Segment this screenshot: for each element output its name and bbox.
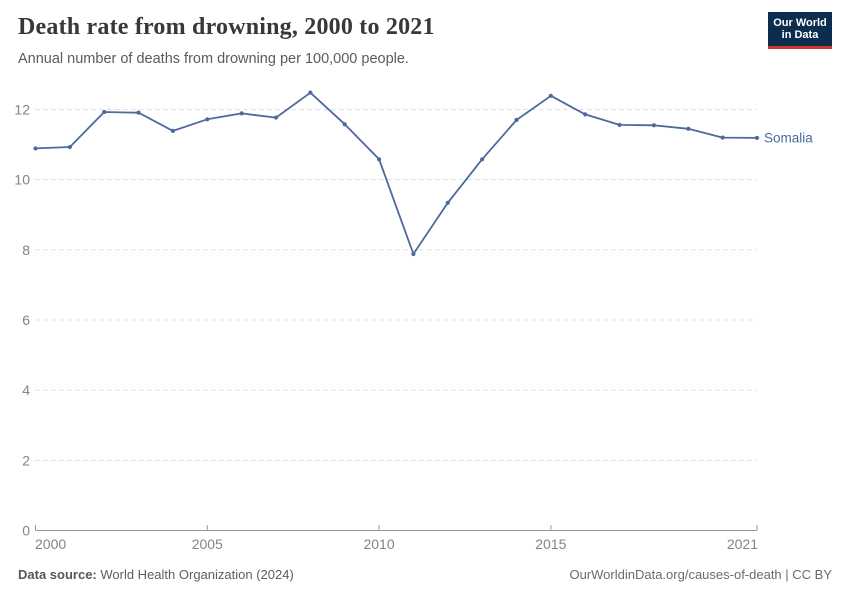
data-point-somalia-2016[interactable] [583,112,588,117]
y-axis-label-2: 2 [22,452,30,468]
data-point-somalia-2014[interactable] [514,117,519,123]
owid-logo-line2: in Data [781,29,819,41]
data-point-somalia-2011[interactable] [411,251,416,257]
y-axis-label-4: 4 [22,382,30,398]
data-point-somalia-2005[interactable] [205,117,210,122]
owid-logo[interactable]: Our World in Data [768,12,832,49]
y-axis-label-0: 0 [22,523,30,539]
data-point-somalia-2015[interactable] [548,93,553,98]
x-axis-label-2015: 2015 [535,536,566,552]
x-axis-label-2000: 2000 [35,536,66,552]
data-point-somalia-2019[interactable] [686,126,691,131]
data-point-somalia-2010[interactable] [376,157,382,162]
x-axis-label-2021: 2021 [727,536,758,552]
data-point-somalia-2017[interactable] [617,122,622,128]
y-axis-label-10: 10 [14,172,30,188]
data-point-somalia-2012[interactable] [445,200,450,205]
data-source-value: World Health Organization (2024) [96,567,294,582]
data-point-somalia-2020[interactable] [720,135,725,140]
data-point-somalia-2001[interactable] [67,144,72,150]
data-point-somalia-2018[interactable] [651,123,657,128]
x-axis-label-2005: 2005 [192,536,223,552]
data-source: Data source: World Health Organization (… [18,567,294,582]
series-label-somalia[interactable]: Somalia [764,130,813,145]
y-axis-label-6: 6 [22,312,30,328]
chart-subtitle: Annual number of deaths from drowning pe… [18,51,409,67]
data-point-somalia-2008[interactable] [308,90,313,95]
data-point-somalia-2006[interactable] [239,111,244,116]
credit-link[interactable]: OurWorldinData.org/causes-of-death | CC … [569,567,832,582]
data-point-somalia-2013[interactable] [480,157,485,162]
data-point-somalia-2003[interactable] [136,110,141,115]
chart-title: Death rate from drowning, 2000 to 2021 [18,14,435,40]
data-point-somalia-2000[interactable] [33,146,38,151]
y-axis-label-8: 8 [22,242,30,258]
owid-logo-line1: Our World [773,16,827,29]
data-point-somalia-2009[interactable] [342,122,347,127]
x-axis-label-2010: 2010 [363,536,394,552]
data-point-somalia-2002[interactable] [102,109,107,115]
data-point-somalia-2004[interactable] [170,128,176,134]
y-axis-label-12: 12 [14,102,30,118]
chart-footer: Data source: World Health Organization (… [18,567,832,582]
data-point-somalia-2007[interactable] [273,115,279,120]
series-line-somalia[interactable] [34,91,758,255]
data-source-label: Data source: [18,567,97,582]
data-point-somalia-2021[interactable] [754,135,760,141]
